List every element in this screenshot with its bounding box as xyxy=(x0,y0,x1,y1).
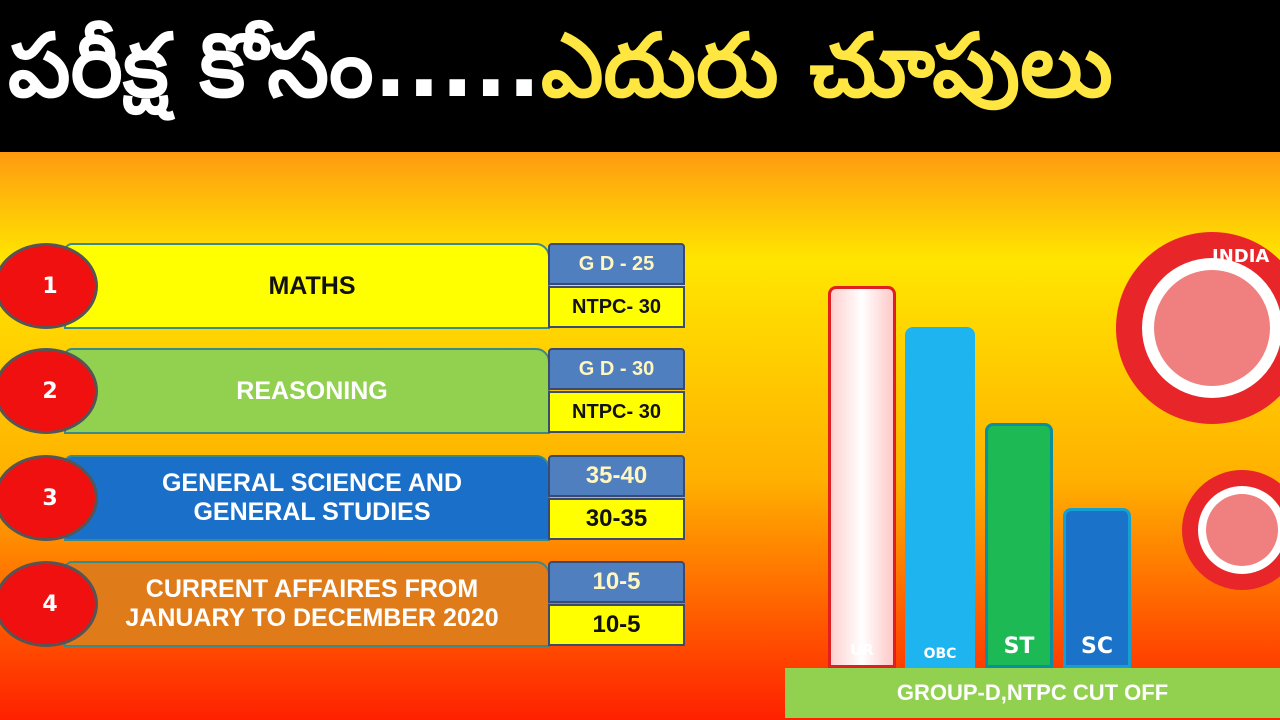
bar-sc: SC xyxy=(1063,508,1131,668)
subject-name: REASONING xyxy=(64,348,550,434)
bar-label: SC xyxy=(1081,634,1113,659)
marks-top: G D - 25 xyxy=(548,243,685,285)
marks-bottom: NTPC- 30 xyxy=(548,391,685,433)
logo-inner xyxy=(1154,270,1270,386)
bar-label: ST xyxy=(1003,634,1035,659)
row-number: 4 xyxy=(0,561,98,647)
marks-top: G D - 30 xyxy=(548,348,685,390)
marks-top: 35-40 xyxy=(548,455,685,497)
bar-ur: UR xyxy=(828,286,896,668)
bar-st: ST xyxy=(985,423,1053,668)
subject-name: MATHS xyxy=(64,243,550,329)
subject-name: GENERAL SCIENCE AND GENERAL STUDIES xyxy=(64,455,550,541)
marks-bottom: NTPC- 30 xyxy=(548,286,685,328)
row-number: 3 xyxy=(0,455,98,541)
bar-obc: OBC xyxy=(905,327,975,668)
logo-inner xyxy=(1206,494,1278,566)
row-number: 2 xyxy=(0,348,98,434)
marks-bottom: 30-35 xyxy=(548,498,685,540)
chart-caption: GROUP-D,NTPC CUT OFF xyxy=(785,668,1280,718)
bar-label: OBC xyxy=(923,646,957,662)
logos: INDIA xyxy=(1116,232,1280,590)
bar-label: UR xyxy=(850,641,874,659)
title-white: పరీక్ష కోసం..... xyxy=(8,13,541,117)
subject-name: CURRENT AFFAIRES FROM JANUARY TO DECEMBE… xyxy=(64,561,550,647)
header: పరీక్ష కోసం..... ఎదురు చూపులు xyxy=(0,0,1280,152)
row-number: 1 xyxy=(0,243,98,329)
logo-text: INDIA xyxy=(1212,246,1269,267)
title-yellow: ఎదురు చూపులు xyxy=(540,13,1113,117)
marks-bottom: 10-5 xyxy=(548,604,685,646)
marks-top: 10-5 xyxy=(548,561,685,603)
